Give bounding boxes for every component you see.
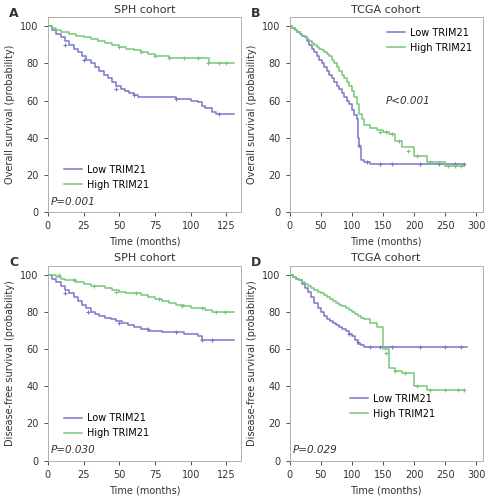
Text: P=0.029: P=0.029 bbox=[293, 445, 337, 455]
Y-axis label: Overall survival (probability): Overall survival (probability) bbox=[246, 45, 257, 184]
Title: SPH cohort: SPH cohort bbox=[113, 5, 175, 15]
Text: C: C bbox=[9, 256, 18, 269]
Y-axis label: Overall survival (probability): Overall survival (probability) bbox=[5, 45, 15, 184]
Text: B: B bbox=[251, 8, 261, 20]
Legend: Low TRIM21, High TRIM21: Low TRIM21, High TRIM21 bbox=[62, 163, 151, 192]
Text: A: A bbox=[9, 8, 19, 20]
Legend: Low TRIM21, High TRIM21: Low TRIM21, High TRIM21 bbox=[385, 26, 474, 54]
Text: D: D bbox=[251, 256, 261, 269]
Text: P=0.030: P=0.030 bbox=[51, 445, 95, 455]
Y-axis label: Disease-free survival (probability): Disease-free survival (probability) bbox=[246, 280, 257, 446]
X-axis label: Time (months): Time (months) bbox=[350, 485, 422, 495]
Text: P=0.001: P=0.001 bbox=[51, 196, 95, 206]
X-axis label: Time (months): Time (months) bbox=[109, 236, 180, 246]
Legend: Low TRIM21, High TRIM21: Low TRIM21, High TRIM21 bbox=[62, 412, 151, 440]
Title: TCGA cohort: TCGA cohort bbox=[352, 254, 421, 264]
Title: SPH cohort: SPH cohort bbox=[113, 254, 175, 264]
Legend: Low TRIM21, High TRIM21: Low TRIM21, High TRIM21 bbox=[349, 392, 437, 420]
Y-axis label: Disease-free survival (probability): Disease-free survival (probability) bbox=[5, 280, 15, 446]
Title: TCGA cohort: TCGA cohort bbox=[352, 5, 421, 15]
X-axis label: Time (months): Time (months) bbox=[350, 236, 422, 246]
X-axis label: Time (months): Time (months) bbox=[109, 485, 180, 495]
Text: P<0.001: P<0.001 bbox=[386, 96, 431, 106]
